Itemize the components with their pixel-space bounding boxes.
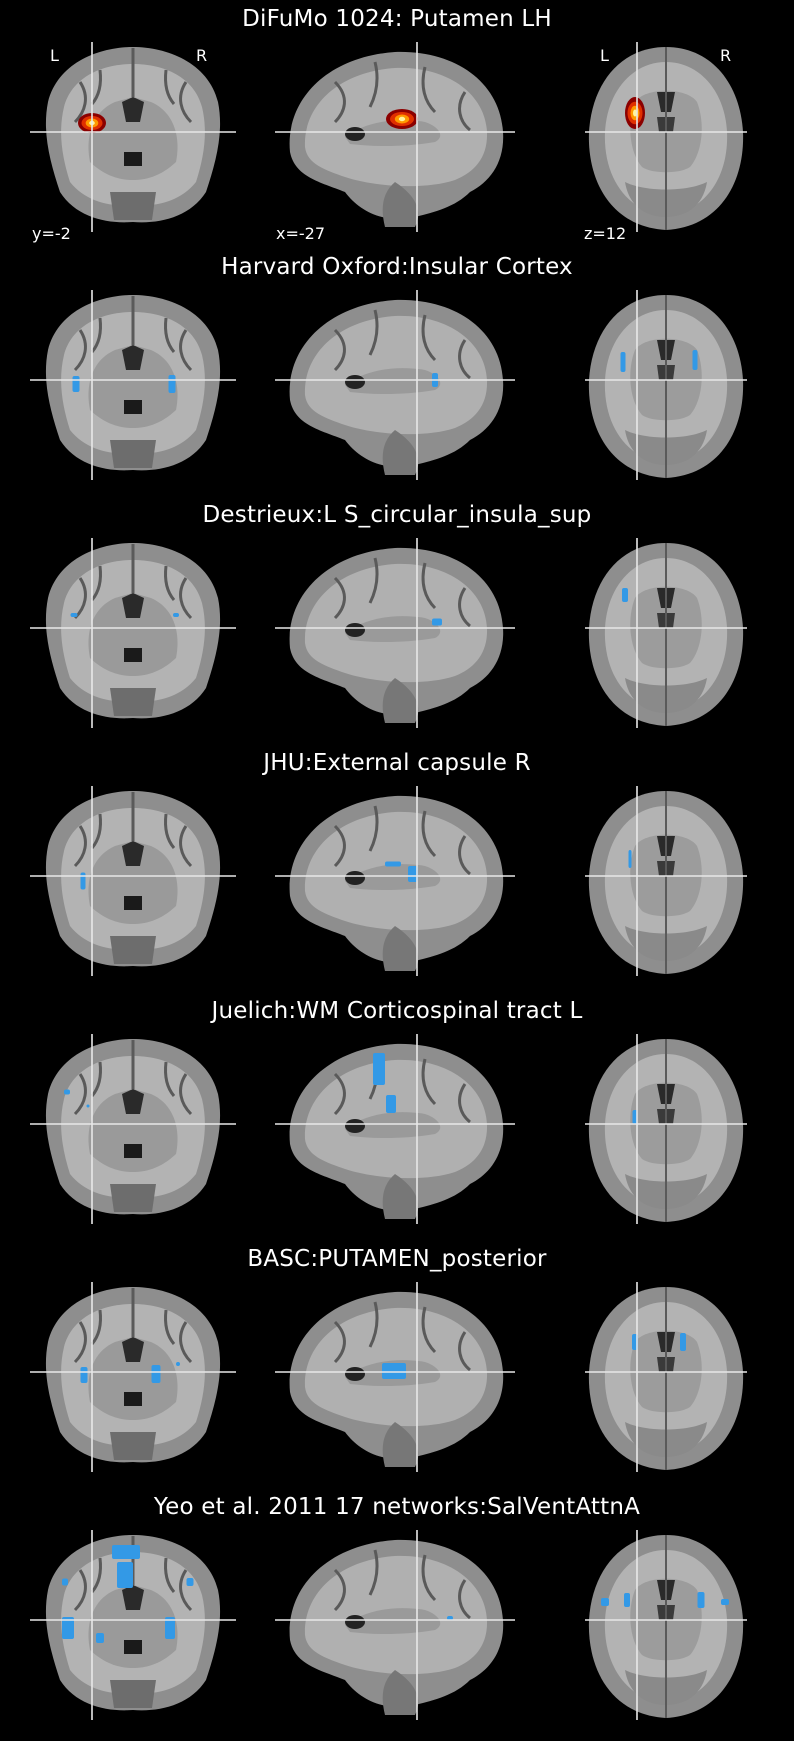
atlas-region-blob — [186, 1578, 194, 1586]
atlas-region-blob — [112, 1545, 140, 1559]
crosshair — [30, 42, 236, 232]
row-title: DiFuMo 1024: Putamen LH — [242, 6, 552, 32]
crosshair — [585, 786, 747, 976]
atlas-region-blob — [447, 1616, 453, 1620]
atlas-region-blob — [86, 1104, 90, 1108]
atlas-region-blob — [373, 1053, 385, 1085]
sagittal-slice — [275, 1034, 515, 1224]
atlas-region-blob — [692, 350, 698, 370]
crosshair — [30, 290, 236, 480]
y-coordinate-label: y=-2 — [32, 224, 71, 243]
atlas-region-blob — [620, 352, 626, 372]
atlas-region-blob — [165, 1617, 175, 1639]
atlas-region-blob — [721, 1599, 729, 1605]
atlas-region-blob — [70, 613, 78, 617]
row-title: Destrieux:L S_circular_insula_sup — [202, 502, 592, 528]
axial-slice — [585, 786, 747, 976]
atlas-row: Juelich:WM Corticospinal tract L — [0, 992, 794, 1240]
z-coordinate-label: z=12 — [584, 224, 627, 243]
coronal-slice — [30, 786, 236, 976]
crosshair — [275, 42, 515, 232]
crosshair — [30, 538, 236, 728]
atlas-row: Destrieux:L S_circular_insula_sup — [0, 496, 794, 744]
atlas-region-blob — [62, 1617, 74, 1639]
axial-slice — [585, 538, 747, 728]
left-orientation-label: L — [600, 46, 609, 65]
crosshair — [275, 1530, 515, 1720]
sagittal-slice — [275, 1530, 515, 1720]
crosshair — [585, 538, 747, 728]
crosshair — [275, 1282, 515, 1472]
crosshair — [30, 1034, 236, 1224]
atlas-region-blob — [117, 1562, 133, 1588]
crosshair — [275, 290, 515, 480]
coronal-slice — [30, 42, 236, 232]
row-title: BASC:PUTAMEN_posterior — [247, 1246, 547, 1272]
crosshair — [585, 1530, 747, 1720]
axial-slice — [585, 290, 747, 480]
atlas-region-blob — [72, 376, 80, 392]
coronal-slice — [30, 290, 236, 480]
atlas-region-blob — [168, 375, 176, 393]
atlas-region-blob — [62, 1578, 68, 1586]
atlas-region-blob — [382, 1363, 406, 1379]
atlas-region-blob — [173, 613, 179, 617]
atlas-row: Harvard Oxford:Insular Cortex — [0, 248, 794, 496]
atlas-region-blob — [80, 1367, 88, 1383]
atlas-region-blob — [601, 1598, 609, 1606]
crosshair — [585, 1282, 747, 1472]
x-coordinate-label: x=-27 — [276, 224, 326, 243]
atlas-region-blob — [697, 1592, 705, 1608]
crosshair — [585, 1034, 747, 1224]
right-orientation-label: R — [196, 46, 208, 65]
atlas-row: BASC:PUTAMEN_posterior — [0, 1240, 794, 1488]
row-title: JHU:External capsule R — [263, 750, 531, 776]
crosshair — [275, 786, 515, 976]
sagittal-slice — [275, 290, 515, 480]
crosshair — [30, 1282, 236, 1472]
atlas-region-blob — [385, 861, 401, 867]
crosshair — [585, 290, 747, 480]
atlas-region-blob — [64, 1089, 70, 1095]
atlas-region-blob — [622, 588, 628, 602]
activation-blob — [625, 97, 645, 129]
axial-slice — [585, 1034, 747, 1224]
sagittal-slice — [275, 786, 515, 976]
left-orientation-label: L — [50, 46, 59, 65]
row-title: Yeo et al. 2011 17 networks:SalVentAttnA — [153, 1494, 641, 1520]
atlas-row: Yeo et al. 2011 17 networks:SalVentAttnA — [0, 1488, 794, 1736]
activation-blob — [386, 109, 418, 129]
row-title: Harvard Oxford:Insular Cortex — [221, 254, 573, 280]
right-orientation-label: R — [720, 46, 732, 65]
crosshair — [585, 42, 747, 232]
axial-slice — [585, 1282, 747, 1472]
coronal-slice — [30, 1034, 236, 1224]
sagittal-slice — [275, 538, 515, 728]
atlas-region-blob — [432, 618, 442, 626]
atlas-region-blob — [80, 872, 86, 890]
crosshair — [30, 786, 236, 976]
atlas-region-blob — [408, 866, 418, 882]
crosshair — [275, 1034, 515, 1224]
atlas-row: JHU:External capsule R — [0, 744, 794, 992]
axial-slice — [585, 1530, 747, 1720]
coronal-slice — [30, 1530, 236, 1720]
atlas-region-blob — [96, 1633, 104, 1643]
atlas-region-blob — [151, 1365, 161, 1383]
atlas-region-blob — [680, 1333, 686, 1351]
sagittal-slice — [275, 42, 515, 232]
row-title: Juelich:WM Corticospinal tract L — [211, 998, 583, 1024]
sagittal-slice — [275, 1282, 515, 1472]
coronal-slice — [30, 1282, 236, 1472]
axial-slice — [585, 42, 747, 232]
atlas-region-blob — [386, 1095, 396, 1113]
atlas-region-blob — [628, 850, 632, 868]
crosshair — [30, 1530, 236, 1720]
atlas-region-blob — [176, 1362, 180, 1366]
crosshair — [275, 538, 515, 728]
atlas-region-blob — [624, 1593, 630, 1607]
coronal-slice — [30, 538, 236, 728]
